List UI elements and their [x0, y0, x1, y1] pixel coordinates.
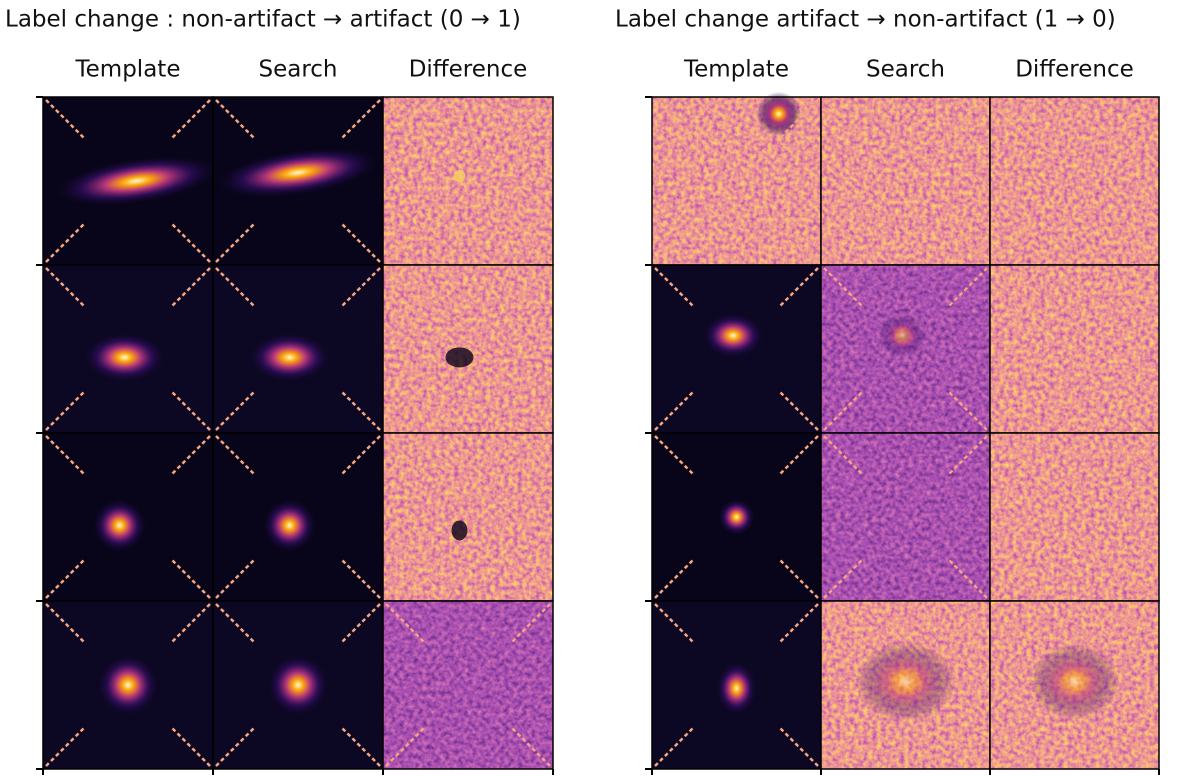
source [719, 499, 755, 535]
panel-title: Label change : non-artifact → artifact (… [5, 7, 521, 33]
column-header: Search [258, 57, 337, 83]
residual [452, 520, 468, 540]
image-cell [821, 265, 990, 433]
figure: Label change : non-artifact → artifact (… [0, 0, 1179, 776]
column-header: Search [866, 57, 945, 83]
image-cell [213, 601, 383, 769]
image-cell [652, 265, 821, 433]
source [717, 662, 757, 714]
image-cell [652, 601, 821, 769]
image-cell [383, 97, 553, 265]
source [703, 314, 763, 358]
image-cell [43, 433, 213, 601]
residual [446, 347, 474, 367]
source [268, 655, 328, 715]
image-cell [43, 97, 219, 265]
source [98, 655, 158, 715]
source [94, 499, 146, 551]
image-cell [213, 97, 383, 265]
image-cell [383, 265, 553, 433]
image-cell [990, 97, 1159, 265]
source [264, 499, 316, 551]
source [878, 314, 926, 358]
image-cell [383, 433, 553, 601]
image-cell [821, 97, 990, 265]
image-cell [43, 265, 213, 433]
image-cell [821, 433, 990, 601]
image-cell [213, 265, 383, 433]
source [757, 92, 801, 136]
image-cell [383, 601, 553, 769]
column-header: Template [75, 57, 181, 83]
residual [454, 170, 466, 182]
column-header: Difference [1015, 57, 1134, 83]
column-header: Template [683, 57, 789, 83]
image-cell [213, 433, 383, 601]
source [856, 642, 956, 722]
image-cell [990, 601, 1159, 769]
source [85, 333, 165, 381]
image-cell [652, 92, 821, 265]
image-grid: Template Search Difference Template Search Di… [36, 57, 1159, 776]
image-cell [43, 601, 213, 769]
column-header: Difference [409, 57, 528, 83]
source [250, 333, 330, 381]
image-cell [821, 601, 990, 769]
image-cell [652, 433, 821, 601]
image-cell [990, 265, 1159, 433]
panel-title: Label change artifact → non-artifact (1 … [615, 7, 1116, 33]
source [1030, 644, 1120, 720]
image-cell [990, 433, 1159, 601]
